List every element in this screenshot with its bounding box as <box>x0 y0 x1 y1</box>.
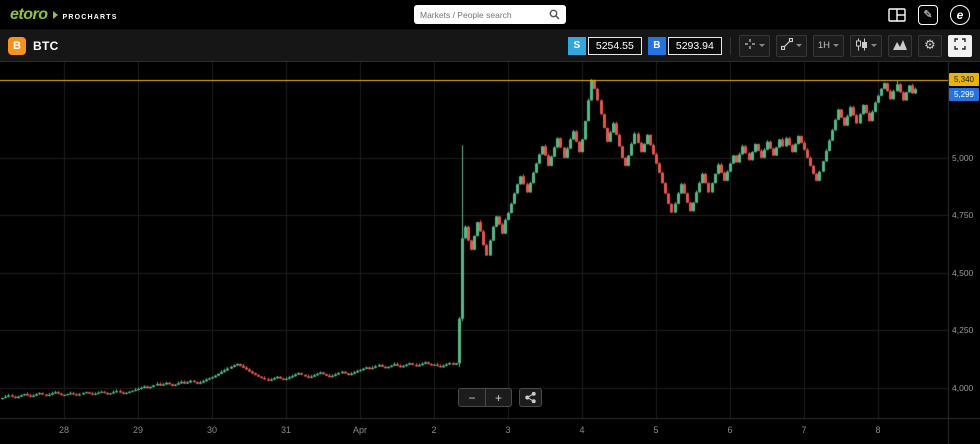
zoom-out-button[interactable]: − <box>468 390 476 405</box>
price-axis-label: 4,250 <box>952 325 974 336</box>
etoro-logo-text: etoro <box>10 5 48 23</box>
fullscreen-button[interactable] <box>948 34 972 57</box>
compare-icon <box>893 38 907 53</box>
settings-button[interactable]: ⚙ <box>918 34 942 57</box>
instrument-symbol: BTC <box>33 38 59 53</box>
bitcoin-icon: B <box>8 36 26 55</box>
etoro-mark-icon[interactable]: e <box>950 4 970 25</box>
price-axis-label: 5,000 <box>952 152 974 163</box>
etoro-logo[interactable]: etoro PROCHARTS <box>10 6 118 24</box>
zoom-pill: − + <box>458 388 512 407</box>
trendline-icon <box>780 37 793 53</box>
instrument-selector[interactable]: B BTC <box>8 36 59 55</box>
procharts-label: PROCHARTS <box>62 13 118 21</box>
draw-pencil-icon[interactable]: ✎ <box>918 4 938 25</box>
sell-tag: S <box>567 36 586 55</box>
price-axis[interactable]: 5,000 4,750 4,500 4,250 4,000 5,340 5,299 <box>948 62 980 418</box>
chevron-down-icon <box>833 44 839 47</box>
settings-gear-icon: ⚙ <box>924 38 936 53</box>
time-axis-label: 5 <box>653 425 659 435</box>
chart-style-icon <box>855 38 868 54</box>
chevron-down-icon <box>795 44 802 47</box>
buy-button[interactable]: B 5293.94 <box>647 36 722 55</box>
time-axis-label: 3 <box>505 425 511 435</box>
sell-button[interactable]: S 5254.55 <box>567 36 642 55</box>
chevron-down-icon <box>758 44 765 47</box>
time-axis-label: 30 <box>206 425 217 435</box>
header-actions: ✎ e <box>888 4 970 25</box>
price-axis-label: 4,750 <box>952 210 974 221</box>
search-input[interactable] <box>420 9 545 20</box>
time-axis-label: 31 <box>280 425 291 435</box>
crosshair-icon <box>744 38 756 53</box>
share-icon <box>525 391 536 404</box>
time-axis-label: 2 <box>431 425 437 435</box>
time-axis-label: 7 <box>801 425 807 435</box>
interval-label: 1H <box>817 40 830 51</box>
interval-button[interactable]: 1H <box>812 34 844 57</box>
buy-tag: B <box>647 36 666 55</box>
price-axis-label: 4,000 <box>952 382 974 393</box>
sell-price: 5254.55 <box>587 36 642 55</box>
toolbar-actions: S 5254.55 B 5293.94 <box>567 34 972 57</box>
chevron-down-icon <box>871 44 877 47</box>
crosshair-button[interactable] <box>738 34 770 57</box>
time-axis[interactable]: 28 29 30 31 Apr 2 3 4 5 6 7 8 <box>0 418 948 444</box>
trendline-button[interactable] <box>775 34 807 57</box>
chart-canvas[interactable] <box>0 62 980 444</box>
time-axis-label: 29 <box>132 425 143 435</box>
last-price-badge: 5,299 <box>949 87 979 101</box>
search-icon[interactable] <box>549 9 560 20</box>
time-axis-label: 6 <box>727 425 733 435</box>
etoro-logo-arrow-icon <box>52 10 58 19</box>
fullscreen-icon <box>954 38 966 53</box>
chart-toolbar: B BTC S 5254.55 B 5293.94 <box>0 30 980 62</box>
time-axis-label: 4 <box>579 425 585 435</box>
share-button[interactable] <box>519 388 542 407</box>
price-axis-label: 4,500 <box>952 267 974 278</box>
time-axis-label: 8 <box>875 425 881 435</box>
top-header: etoro PROCHARTS ✎ e <box>0 0 980 30</box>
chart-style-button[interactable] <box>850 34 882 57</box>
toolbar-divider <box>729 36 731 55</box>
search-box <box>414 5 566 24</box>
time-axis-label: Apr <box>352 425 367 435</box>
time-axis-label: 28 <box>58 425 69 435</box>
alert-price-badge: 5,340 <box>949 73 979 87</box>
buy-price: 5293.94 <box>667 36 722 55</box>
compare-button[interactable] <box>888 34 912 57</box>
zoom-in-button[interactable]: + <box>485 389 511 406</box>
layout-grid-icon[interactable] <box>888 7 906 22</box>
zoom-controls: − + <box>458 388 542 407</box>
